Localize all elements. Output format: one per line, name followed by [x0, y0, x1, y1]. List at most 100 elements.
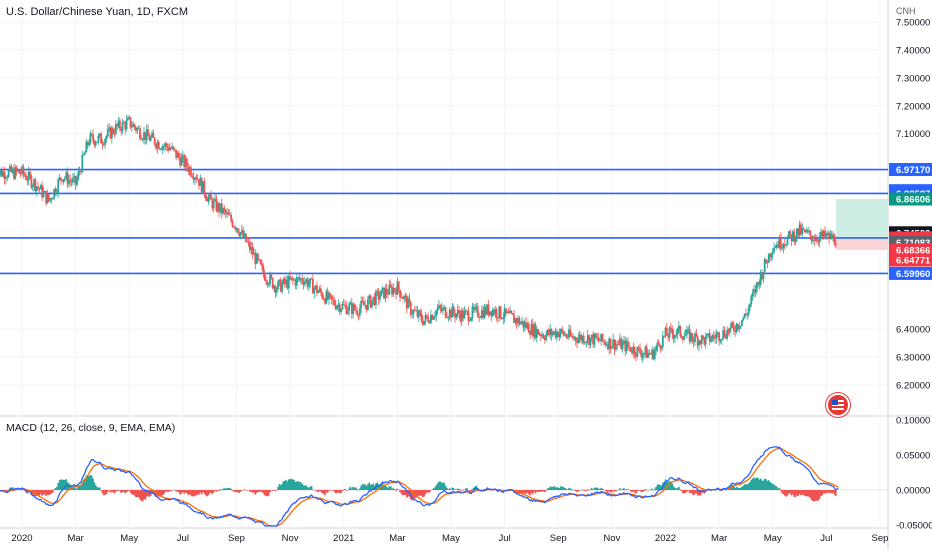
macd-hist-bar — [389, 486, 392, 490]
macd-hist-bar — [38, 490, 41, 496]
macd-hist-bar — [600, 487, 602, 490]
macd-hist-bar — [641, 490, 644, 492]
candle-body — [448, 309, 451, 318]
candle-body — [43, 191, 46, 192]
candle-body — [515, 318, 518, 324]
candle-body — [93, 140, 96, 146]
macd-hist-bar — [577, 490, 580, 492]
candle-body — [88, 143, 90, 146]
macd-hist-bar — [542, 490, 545, 492]
candle-body — [222, 208, 224, 214]
candle-body — [254, 252, 257, 264]
candle-body — [612, 339, 615, 347]
macd-hist-bar — [194, 490, 196, 496]
macd-hist-bar — [816, 490, 818, 501]
candle-body — [459, 314, 462, 322]
macd-hist-bar — [455, 489, 458, 490]
candle-body — [818, 236, 821, 243]
macd-hist-bar — [37, 490, 39, 496]
candle-body — [696, 336, 699, 346]
candle-body — [529, 332, 531, 335]
macd-hist-bar — [529, 490, 531, 496]
macd-hist-bar — [301, 483, 303, 490]
macd-hist-bar — [178, 490, 180, 493]
macd-hist-bar — [800, 490, 802, 496]
candle-body — [286, 279, 289, 289]
macd-hist-bar — [608, 490, 610, 492]
macd-hist-bar — [277, 486, 279, 490]
candle-body — [295, 277, 298, 286]
candle-body — [371, 300, 373, 308]
candle-body — [476, 306, 479, 317]
macd-hist-bar — [452, 488, 455, 490]
candle-body — [565, 334, 568, 338]
candle-body — [236, 228, 239, 233]
candle-body — [446, 317, 448, 318]
candle-body — [86, 141, 89, 146]
candle-body — [78, 171, 81, 173]
macd-hist-bar — [427, 490, 430, 493]
macd-hist-bar — [625, 488, 628, 490]
macd-hist-bar — [368, 482, 371, 490]
candle-body — [627, 341, 629, 347]
candle-body — [257, 253, 259, 260]
candle-body — [527, 323, 530, 333]
candle-body — [443, 307, 446, 309]
us-flag-icon[interactable] — [826, 393, 850, 417]
candle-body — [695, 333, 698, 337]
macd-hist-bar — [287, 479, 290, 490]
macd-hist-bar — [741, 486, 743, 490]
candle-body — [679, 325, 682, 336]
candle-body — [312, 278, 314, 294]
candle-body — [325, 291, 328, 304]
candle-body — [9, 166, 11, 171]
macd-hist-bar — [267, 490, 270, 496]
macd-hist-bar — [102, 490, 105, 496]
macd-hist-bar — [574, 490, 577, 491]
macd-hist-bar — [61, 479, 64, 490]
macd-hist-bar — [124, 490, 127, 494]
candle-body — [26, 179, 29, 181]
candle-body — [660, 347, 663, 349]
candle-body — [816, 238, 818, 241]
position-stop-zone — [836, 238, 888, 250]
macd-hist-bar — [251, 490, 254, 493]
macd-hist-bar — [470, 490, 472, 492]
macd-hist-bar — [834, 490, 837, 497]
macd-hist-bar — [393, 489, 396, 490]
macd-hist-bar — [334, 490, 337, 494]
macd-hist-bar — [312, 489, 314, 491]
macd-hist-bar — [279, 485, 282, 490]
candle-body — [253, 252, 255, 255]
candle-body — [450, 309, 452, 318]
macd-hist-bar — [805, 490, 808, 497]
candle-body — [128, 117, 131, 119]
macd-hist-bar — [255, 490, 258, 493]
candle-body — [782, 244, 785, 248]
macd-tick-label: 0.10000 — [896, 416, 930, 427]
macd-hist-bar — [357, 489, 360, 491]
macd-hist-bar — [60, 479, 62, 490]
candle-body — [777, 244, 780, 248]
macd-label[interactable]: MACD (12, 26, close, 9, EMA, EMA) — [6, 422, 176, 434]
macd-hist-bar — [383, 485, 385, 490]
macd-hist-bar — [624, 490, 627, 491]
macd-hist-bar — [46, 490, 49, 495]
candle-body — [190, 167, 192, 176]
candle-body — [404, 295, 407, 297]
macd-hist-bar — [771, 484, 774, 490]
candle-body — [353, 304, 356, 310]
macd-hist-bar — [631, 490, 633, 493]
macd-hist-bar — [202, 490, 204, 493]
macd-hist-bar — [289, 479, 291, 490]
candle-body — [628, 346, 631, 348]
macd-hist-bar — [541, 490, 543, 492]
candle-body — [766, 262, 769, 264]
candle-body — [117, 120, 120, 127]
macd-hist-bar — [296, 481, 298, 490]
macd-hist-bar — [570, 488, 573, 490]
macd-hist-bar — [553, 486, 556, 490]
candle-body — [771, 251, 774, 254]
candle-body — [139, 128, 141, 139]
candle-body — [542, 334, 545, 339]
